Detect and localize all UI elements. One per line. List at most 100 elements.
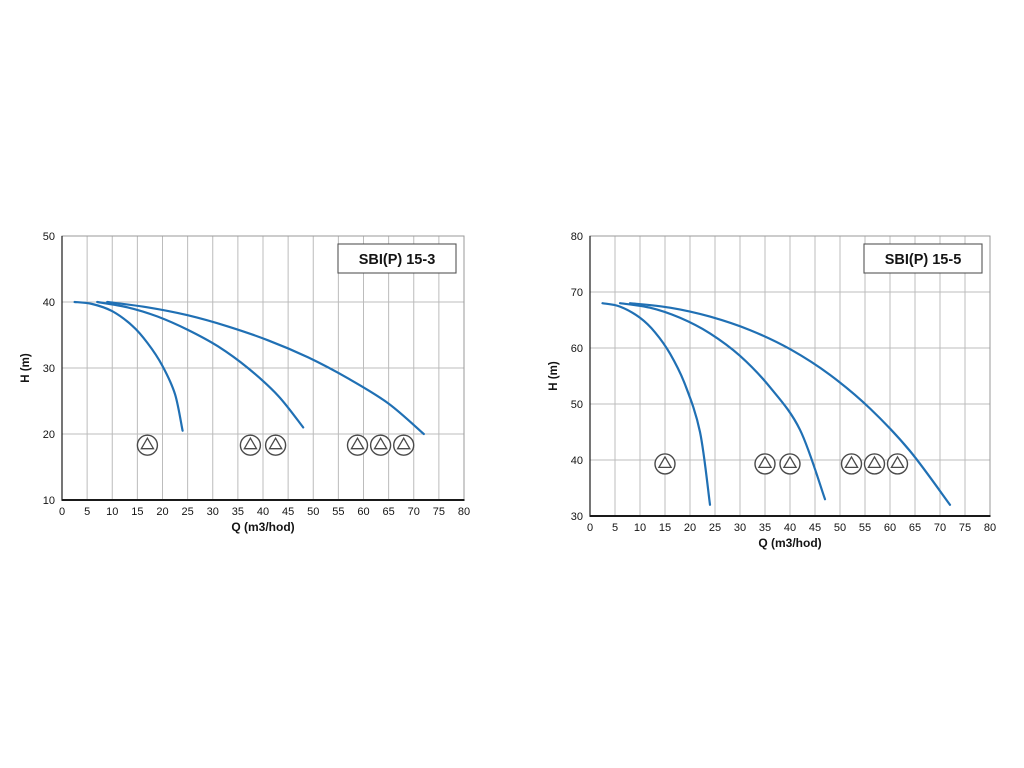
y-tick-label: 40 bbox=[43, 297, 55, 309]
pump-icon-circle bbox=[840, 453, 863, 475]
y-axis-title: H (m) bbox=[20, 353, 32, 383]
y-tick-label: 60 bbox=[571, 343, 583, 355]
pump-icon-triangle bbox=[396, 436, 411, 450]
x-axis-title: Q (m3/hod) bbox=[758, 536, 821, 550]
pump-icon-triangle bbox=[844, 455, 859, 469]
pump-icon-triangle bbox=[350, 436, 365, 450]
y-tick-label: 30 bbox=[571, 511, 583, 523]
x-tick-label: 35 bbox=[232, 506, 244, 518]
y-tick-label: 30 bbox=[43, 363, 55, 375]
chart-title-box bbox=[863, 243, 983, 274]
pump-icon-triangle bbox=[867, 455, 882, 469]
pump-icon-triangle bbox=[140, 436, 155, 450]
pump-icon bbox=[264, 434, 287, 456]
pump-icon-triangle bbox=[373, 436, 388, 450]
pump-curve-1-pump bbox=[73, 300, 184, 432]
x-tick-label: 75 bbox=[959, 522, 971, 534]
x-tick-label: 65 bbox=[383, 506, 395, 518]
pump-icon-circle bbox=[754, 453, 776, 475]
x-tick-label: 75 bbox=[433, 506, 445, 518]
x-tick-label: 20 bbox=[684, 522, 696, 534]
x-tick-label: 35 bbox=[759, 522, 771, 534]
pump-icon-circle bbox=[863, 453, 886, 475]
x-tick-label: 80 bbox=[458, 506, 470, 518]
x-tick-label: 70 bbox=[408, 506, 420, 518]
pump-icon-circle bbox=[239, 434, 262, 456]
y-tick-label: 10 bbox=[43, 495, 55, 507]
pump-icon-triangle bbox=[268, 436, 283, 450]
x-tick-label: 30 bbox=[734, 522, 746, 534]
x-tick-label: 5 bbox=[612, 522, 618, 534]
pump-icon bbox=[369, 434, 392, 456]
chart-title-box bbox=[337, 243, 457, 274]
x-tick-label: 50 bbox=[307, 506, 319, 518]
y-tick-label: 70 bbox=[571, 287, 583, 299]
x-axis-title: Q (m3/hod) bbox=[231, 520, 294, 534]
x-tick-label: 70 bbox=[934, 522, 946, 534]
pump-icon bbox=[886, 453, 909, 475]
pump-icon-circle bbox=[264, 434, 287, 456]
x-tick-label: 5 bbox=[84, 506, 90, 518]
x-tick-label: 0 bbox=[587, 522, 593, 534]
pump-curve-2-pumps bbox=[618, 302, 827, 501]
pump-icon-triangle bbox=[757, 455, 773, 469]
y-tick-label: 50 bbox=[571, 399, 583, 411]
pump-icon bbox=[754, 453, 776, 475]
pump-icon-circle bbox=[654, 453, 676, 475]
pump-icon bbox=[239, 434, 262, 456]
x-tick-label: 45 bbox=[282, 506, 294, 518]
pump-icon bbox=[136, 434, 159, 456]
x-tick-label: 45 bbox=[809, 522, 821, 534]
x-tick-label: 50 bbox=[834, 522, 846, 534]
x-tick-label: 65 bbox=[909, 522, 921, 534]
chart-title: SBI(P) 15-3 bbox=[359, 252, 436, 268]
x-tick-label: 15 bbox=[659, 522, 671, 534]
x-tick-label: 80 bbox=[984, 522, 996, 534]
pump-curve-chart-svg-1: 0 5 10 15 20 25 30 35 40 45 50 55 60 65 70 75 80 10 20 30 40… bbox=[20, 231, 470, 534]
pump-icon-circle bbox=[779, 453, 801, 475]
x-tick-label: 20 bbox=[156, 506, 168, 518]
pump-icon-circle bbox=[136, 434, 159, 456]
y-tick-label: 40 bbox=[571, 455, 583, 467]
pump-curve-3-pumps bbox=[628, 302, 952, 506]
x-tick-label: 10 bbox=[634, 522, 646, 534]
x-tick-label: 55 bbox=[859, 522, 871, 534]
x-tick-label: 25 bbox=[182, 506, 194, 518]
x-tick-label: 30 bbox=[207, 506, 219, 518]
pump-icon-triangle bbox=[890, 455, 905, 469]
x-tick-label: 40 bbox=[784, 522, 796, 534]
pump-icon bbox=[346, 434, 369, 456]
pump-icon bbox=[863, 453, 886, 475]
x-tick-label: 60 bbox=[884, 522, 896, 534]
pump-curve-3-pumps bbox=[106, 300, 425, 436]
pump-icon-circle bbox=[393, 434, 415, 456]
chart-sbip-15-3: 0 5 10 15 20 25 30 35 40 45 50 55 60 65 70 75 80 10 20 30 40… bbox=[14, 228, 474, 549]
pump-icon-triangle bbox=[782, 455, 798, 469]
pump-icon-circle bbox=[369, 434, 392, 456]
pump-icon bbox=[840, 453, 863, 475]
x-tick-label: 60 bbox=[357, 506, 369, 518]
x-tick-label: 25 bbox=[709, 522, 721, 534]
pump-icon-triangle bbox=[657, 455, 673, 469]
pump-curve-2-pumps bbox=[96, 300, 305, 429]
pump-icon bbox=[654, 453, 676, 475]
x-tick-label: 15 bbox=[131, 506, 143, 518]
x-tick-label: 10 bbox=[106, 506, 118, 518]
x-tick-label: 55 bbox=[332, 506, 344, 518]
x-tick-label: 40 bbox=[257, 506, 269, 518]
pump-icon-triangle bbox=[243, 436, 258, 450]
chart-sbip-15-5: 0 5 10 15 20 25 30 35 40 45 50 55 60 65 70 75 80 30 40 50 60… bbox=[542, 228, 1002, 565]
y-tick-label: 80 bbox=[571, 231, 583, 243]
pump-icon-circle bbox=[346, 434, 369, 456]
y-tick-label: 50 bbox=[43, 231, 55, 243]
pump-icon bbox=[779, 453, 801, 475]
pump-curve-chart-svg-2: 0 5 10 15 20 25 30 35 40 45 50 55 60 65 70 75 80 30 40 50 60… bbox=[548, 231, 996, 550]
pump-icon-circle bbox=[886, 453, 909, 475]
x-tick-label: 0 bbox=[59, 506, 65, 518]
pump-icon bbox=[393, 434, 415, 456]
pump-curve-1-pump bbox=[601, 302, 712, 506]
y-tick-label: 20 bbox=[43, 429, 55, 441]
chart-title: SBI(P) 15-5 bbox=[885, 252, 962, 268]
y-axis-title: H (m) bbox=[548, 361, 560, 391]
